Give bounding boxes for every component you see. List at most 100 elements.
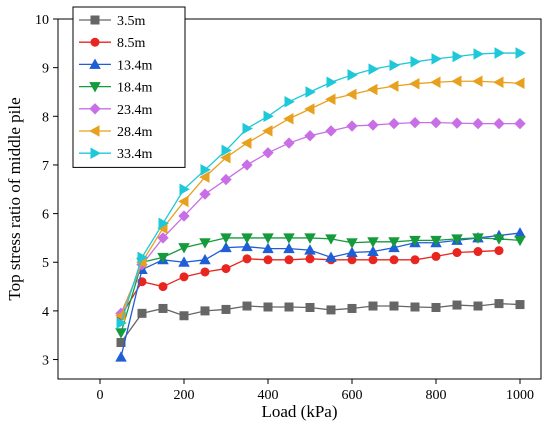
- data-point: [514, 235, 526, 247]
- data-point: [262, 147, 274, 159]
- legend-label: 13.4m: [117, 58, 153, 73]
- data-point: [472, 117, 484, 130]
- series-layer: [115, 47, 526, 362]
- data-point: [452, 50, 463, 63]
- data-point: [493, 117, 505, 130]
- y-tick-label: 8: [42, 110, 49, 125]
- data-point: [137, 251, 148, 264]
- data-point: [368, 63, 379, 75]
- data-point: [221, 304, 231, 314]
- data-point: [263, 302, 273, 312]
- legend-label: 23.4m: [117, 103, 153, 118]
- data-point: [157, 232, 169, 244]
- data-point: [220, 173, 232, 186]
- data-point: [179, 311, 189, 321]
- data-point: [305, 254, 315, 264]
- legend-marker: [89, 125, 100, 137]
- data-point: [515, 300, 525, 310]
- data-point: [304, 233, 316, 244]
- x-tick-label: 200: [174, 388, 195, 403]
- legend-marker: [90, 15, 100, 25]
- data-point: [493, 234, 505, 245]
- y-tick-label: 10: [35, 13, 49, 28]
- data-point: [137, 308, 147, 318]
- data-point: [178, 195, 189, 208]
- data-point: [326, 305, 336, 315]
- x-tick-label: 1000: [506, 388, 534, 403]
- data-point: [325, 93, 336, 106]
- data-point: [368, 255, 378, 265]
- series-13.4m: [115, 227, 526, 362]
- data-point: [158, 303, 168, 313]
- data-point: [472, 75, 483, 88]
- data-point: [178, 256, 190, 267]
- data-point: [262, 125, 273, 137]
- legend-label: 8.5m: [117, 36, 146, 51]
- data-point: [178, 243, 190, 254]
- data-point: [199, 188, 211, 200]
- series-33.4m: [116, 47, 526, 329]
- data-point: [514, 227, 526, 238]
- data-point: [494, 47, 505, 59]
- y-axis-title: Top stress ratio of middle pile: [5, 97, 24, 300]
- data-point: [430, 116, 442, 129]
- data-point: [452, 248, 462, 258]
- data-point: [431, 53, 442, 65]
- legend-marker: [89, 58, 101, 69]
- legend-marker: [89, 82, 101, 93]
- data-point: [200, 267, 210, 277]
- y-tick-label: 7: [42, 159, 49, 174]
- x-tick-label: 600: [342, 388, 363, 403]
- data-point: [388, 117, 400, 130]
- data-point: [388, 237, 400, 248]
- series-line: [120, 232, 521, 358]
- data-point: [346, 88, 357, 101]
- data-point: [199, 171, 210, 183]
- data-point: [430, 235, 442, 247]
- data-point: [115, 328, 127, 339]
- data-point: [200, 306, 210, 316]
- data-point: [473, 247, 483, 257]
- legend-box: [72, 6, 186, 168]
- data-point: [515, 47, 526, 59]
- legend-marker: [89, 103, 101, 115]
- data-point: [304, 130, 316, 142]
- data-point: [325, 234, 337, 245]
- data-point: [263, 110, 274, 123]
- data-point: [305, 86, 316, 98]
- data-point: [220, 241, 232, 253]
- data-point: [410, 56, 421, 68]
- data-point: [241, 240, 253, 252]
- data-point: [389, 301, 399, 311]
- legend-label: 18.4m: [117, 81, 153, 96]
- data-point: [242, 122, 253, 135]
- legend: 3.5m 8.5m 13.4m 18.4m 23.4m 28.4m 33.4m: [72, 6, 186, 168]
- data-point: [241, 159, 253, 171]
- data-point: [347, 303, 357, 313]
- series-28.4m: [115, 75, 525, 322]
- data-point: [389, 255, 399, 265]
- y-tick-label: 5: [42, 256, 49, 271]
- y-tick-label: 6: [42, 208, 49, 223]
- data-point: [284, 302, 294, 312]
- y-tick-label: 4: [42, 305, 49, 320]
- data-point: [116, 317, 127, 329]
- data-point: [451, 234, 463, 245]
- data-point: [472, 233, 484, 244]
- data-point: [326, 76, 337, 89]
- data-point: [346, 120, 358, 132]
- data-point: [430, 76, 441, 89]
- legend-marker: [90, 37, 100, 47]
- data-point: [304, 244, 316, 255]
- data-point: [409, 77, 420, 90]
- data-point: [494, 246, 504, 256]
- legend-label: 3.5m: [117, 14, 146, 29]
- data-point: [283, 233, 295, 244]
- data-point: [284, 255, 294, 265]
- data-point: [346, 238, 358, 249]
- data-point: [200, 164, 211, 176]
- series-8.5m: [116, 246, 504, 321]
- data-point: [283, 112, 294, 125]
- data-point: [367, 237, 379, 248]
